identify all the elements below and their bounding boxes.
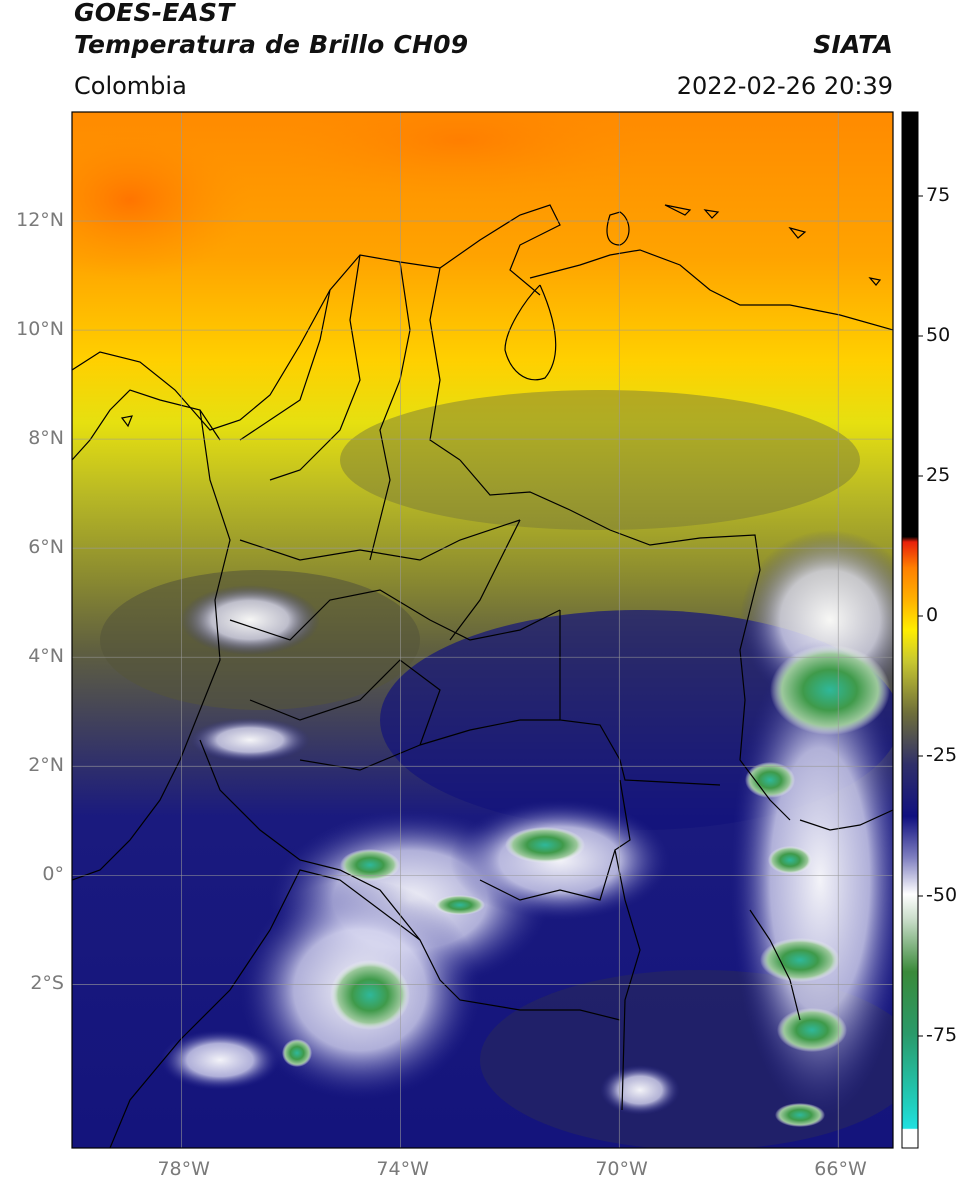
colorbar-tick-label: 75 — [926, 184, 951, 206]
colorbar — [901, 111, 919, 1149]
lat-tick-label: 4°N — [28, 645, 64, 668]
product-title: GOES-EAST — [74, 0, 235, 27]
colorbar-ticks — [918, 195, 923, 1037]
colorbar-tick-label: -75 — [926, 1024, 958, 1046]
region-label: Colombia — [74, 72, 187, 100]
lon-tick-label: 78°W — [157, 1158, 210, 1180]
lat-tick-label: 2°N — [28, 754, 64, 777]
lat-tick-label: 12°N — [16, 209, 64, 232]
timestamp-label: 2022-02-26 20:39 — [676, 72, 893, 100]
colorbar-tick-label: 25 — [926, 464, 951, 486]
map-frame — [71, 111, 894, 1149]
graticule — [72, 112, 893, 1148]
brand-label: SIATA — [813, 30, 893, 59]
colorbar-tick-label: 50 — [926, 324, 951, 346]
lon-tick-label: 66°W — [814, 1158, 867, 1180]
lat-tick-label: 6°N — [28, 536, 64, 559]
brightness-temperature-field — [72, 112, 893, 1148]
colorbar-tick-label: -25 — [926, 744, 958, 766]
lon-tick-label: 70°W — [595, 1158, 648, 1180]
colorbar-tick-label: -50 — [926, 884, 958, 906]
lat-tick-label: 8°N — [28, 427, 64, 450]
coastlines-borders — [72, 204, 893, 1148]
lat-tick-label: 10°N — [16, 318, 64, 341]
colorbar-tick-label: 0 — [926, 604, 939, 626]
lon-tick-label: 74°W — [376, 1158, 429, 1180]
lat-tick-label: 2°S — [30, 972, 64, 995]
product-subtitle: Temperatura de Brillo CH09 — [74, 30, 469, 59]
lat-tick-label: 0° — [42, 863, 64, 886]
